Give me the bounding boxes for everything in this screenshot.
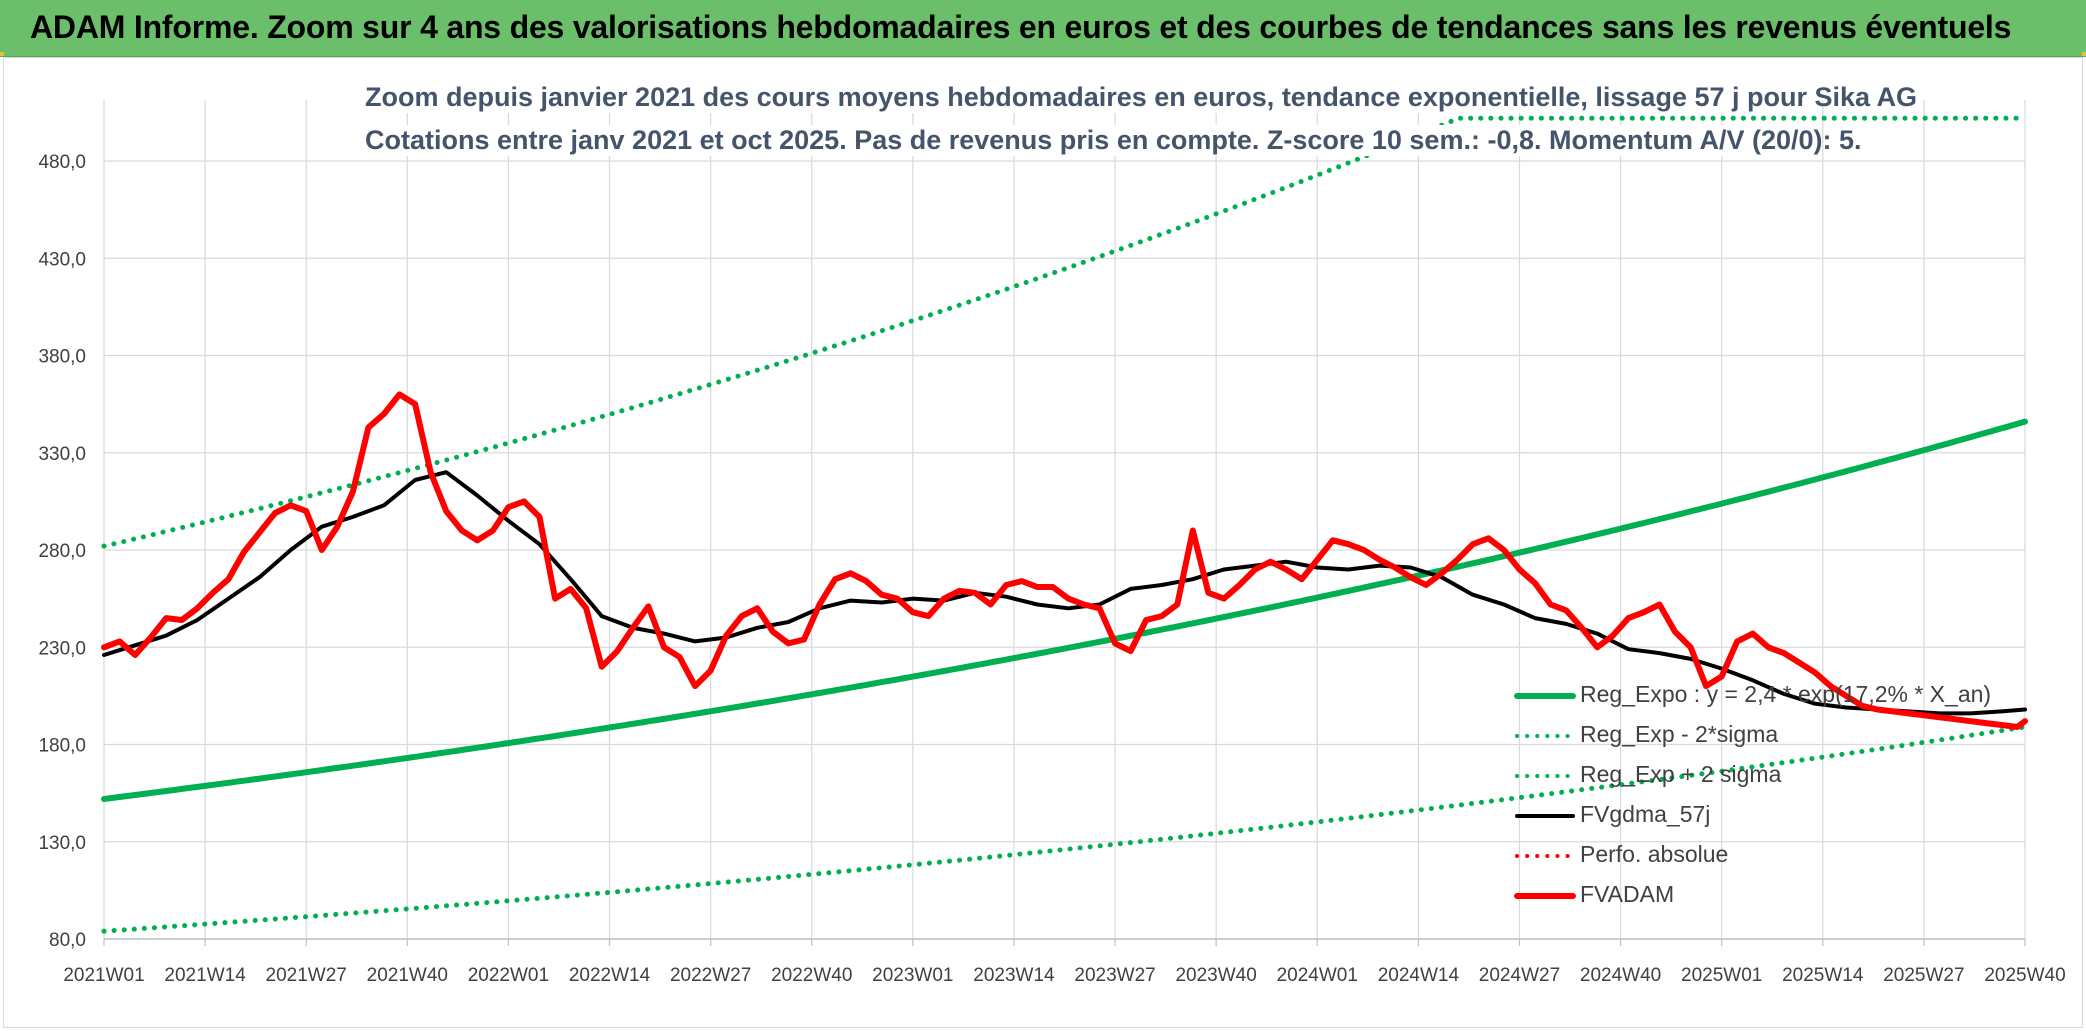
y-tick-label: 180,0 bbox=[38, 736, 86, 757]
x-tick-label: 2022W27 bbox=[670, 965, 751, 986]
y-tick-label: 480,0 bbox=[38, 152, 86, 173]
report-header-bar: ADAM Informe. Zoom sur 4 ans des valoris… bbox=[0, 0, 2086, 57]
reg-exp-plus-2sigma-line bbox=[101, 115, 2028, 549]
x-tick-label: 2022W01 bbox=[468, 965, 549, 986]
reg-expo-line bbox=[101, 418, 2028, 802]
x-axis-ticks: 2021W01 2021W14 2021W27 2021W40 2022W01 2022W… bbox=[63, 965, 2065, 986]
x-tick-label: 2025W14 bbox=[1782, 965, 1864, 986]
legend-swatch bbox=[1514, 893, 1576, 899]
legend-label: Reg_Exp - 2*sigma bbox=[1580, 721, 1779, 747]
x-tick-label: 2024W27 bbox=[1479, 965, 1560, 986]
x-tick-label: 2021W40 bbox=[367, 965, 448, 986]
fvgdma-57j-line bbox=[102, 470, 2027, 716]
x-tick-label: 2023W01 bbox=[872, 965, 953, 986]
legend-swatch bbox=[1515, 734, 1575, 738]
fvadam-line bbox=[101, 391, 2028, 730]
corner-marker bbox=[2082, 52, 2086, 56]
chart-legend: Reg_Expo : y = 2,4 * exp(17,2% * X_an) Re… bbox=[1505, 676, 1991, 916]
legend-item: Reg_Exp - 2*sigma bbox=[1505, 716, 1945, 756]
chart-title: Zoom depuis janvier 2021 des cours moyen… bbox=[365, 82, 1918, 113]
x-tick-label: 2021W27 bbox=[266, 965, 347, 986]
legend-label: FVADAM bbox=[1580, 881, 1675, 907]
legend-swatch bbox=[1515, 854, 1575, 858]
legend-item: FVADAM bbox=[1505, 876, 1945, 916]
legend-item: Reg_Exp + 2 sigma bbox=[1505, 756, 1945, 796]
legend-swatch bbox=[1514, 693, 1576, 699]
x-tick-label: 2022W40 bbox=[771, 965, 852, 986]
legend-swatch bbox=[1515, 774, 1575, 778]
x-tick-label: 2025W40 bbox=[1984, 965, 2065, 986]
y-tick-label: 130,0 bbox=[38, 833, 86, 854]
legend-label: Reg_Expo : y = 2,4 * exp(17,2% * X_an) bbox=[1580, 681, 1992, 707]
x-tick-label: 2025W01 bbox=[1681, 965, 1762, 986]
x-tick-label: 2023W14 bbox=[973, 965, 1055, 986]
y-tick-label: 430,0 bbox=[38, 249, 86, 270]
y-axis-ticks: 80,0 130,0 180,0 230,0 280,0 330,0 380,0 430,0 4… bbox=[38, 152, 86, 951]
chart-subtitle: Cotations entre janv 2021 et oct 2025. P… bbox=[365, 125, 1862, 156]
y-tick-label: 80,0 bbox=[49, 930, 86, 951]
series-lines bbox=[101, 115, 2028, 934]
legend-label: Reg_Exp + 2 sigma bbox=[1580, 761, 1782, 787]
x-tick-label: 2024W01 bbox=[1277, 965, 1358, 986]
y-tick-label: 330,0 bbox=[38, 444, 86, 465]
corner-marker bbox=[0, 52, 4, 56]
x-tick-label: 2024W14 bbox=[1378, 965, 1460, 986]
y-tick-label: 380,0 bbox=[38, 347, 86, 368]
legend-label: FVgdma_57j bbox=[1580, 801, 1711, 827]
reg-exp-minus-2sigma-line bbox=[101, 724, 2028, 934]
x-tick-label: 2021W14 bbox=[164, 965, 246, 986]
x-tick-label: 2023W27 bbox=[1074, 965, 1155, 986]
legend-item: Perfo. absolue bbox=[1505, 836, 1945, 876]
x-tick-label: 2021W01 bbox=[63, 965, 144, 986]
legend-item: Reg_Expo : y = 2,4 * exp(17,2% * X_an) bbox=[1505, 676, 1991, 716]
x-tick-label: 2025W27 bbox=[1883, 965, 1964, 986]
report-title: ADAM Informe. Zoom sur 4 ans des valoris… bbox=[30, 9, 2012, 45]
chart-frame bbox=[3, 57, 2083, 1028]
x-tick-label: 2023W40 bbox=[1175, 965, 1256, 986]
legend-item: FVgdma_57j bbox=[1505, 796, 1945, 836]
legend-swatch bbox=[1515, 814, 1575, 818]
x-tick-label: 2024W40 bbox=[1580, 965, 1661, 986]
legend-label: Perfo. absolue bbox=[1580, 841, 1729, 867]
y-tick-label: 230,0 bbox=[38, 638, 86, 659]
y-tick-label: 280,0 bbox=[38, 541, 86, 562]
x-tick-label: 2022W14 bbox=[569, 965, 651, 986]
